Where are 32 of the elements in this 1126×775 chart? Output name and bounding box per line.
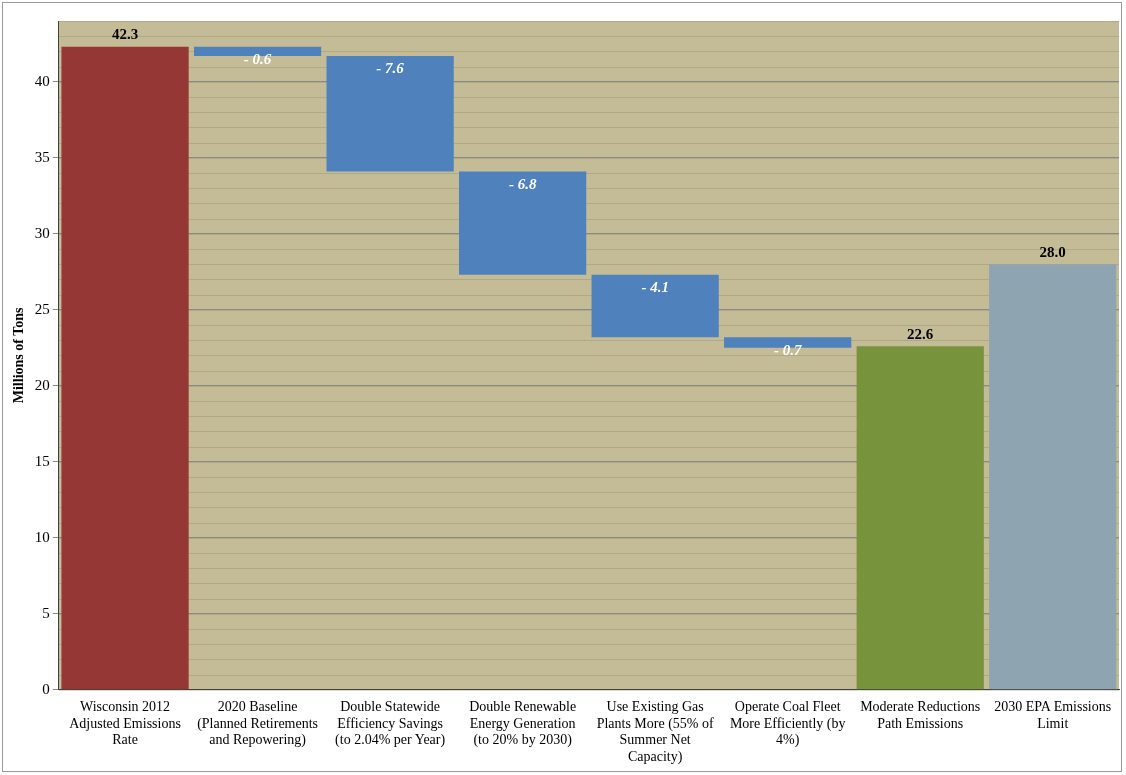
- data-label: - 7.6: [376, 60, 405, 77]
- data-label: - 4.1: [641, 279, 669, 296]
- x-tick-label: Wisconsin 2012 Adjusted Emissions Rate: [69, 698, 181, 748]
- y-tick-label: 30: [34, 224, 50, 241]
- x-tick-label: Use Existing Gas Plants More (55% of Summer Net Capacity): [596, 698, 715, 766]
- bar: [326, 55, 454, 172]
- x-tick-label: Moderate Reductions Path Emissions: [860, 698, 981, 731]
- x-tick-label: 2030 EPA Emissions Limit: [994, 698, 1112, 731]
- y-tick-label: 0: [42, 680, 50, 697]
- x-tick-label: 2020 Baseline (Planned Retirements and Repowering): [197, 698, 319, 749]
- bar: [61, 46, 189, 690]
- x-tick-label: Operate Coal Fleet More Efficiently (by 4%): [729, 698, 846, 749]
- y-tick-label: 10: [34, 528, 50, 545]
- bar: [591, 274, 719, 338]
- bar: [193, 46, 322, 56]
- y-tick-label: 20: [34, 376, 50, 393]
- y-tick-label: 15: [34, 452, 50, 469]
- data-label: 42.3: [111, 26, 139, 43]
- y-tick-label: 5: [42, 604, 50, 621]
- y-tick-label: 25: [34, 300, 50, 317]
- y-tick-label: 35: [34, 148, 50, 165]
- y-axis-title: Millions of Tons: [11, 307, 27, 404]
- bar: [459, 171, 587, 275]
- bar: [989, 264, 1117, 690]
- y-tick-label: 40: [34, 72, 50, 89]
- data-label: 22.6: [907, 325, 934, 342]
- x-tick-label: Double Statewide Efficiency Savings (to 2.04% per Year): [335, 698, 446, 749]
- data-label: - 0.6: [243, 51, 272, 68]
- data-label: - 6.8: [508, 175, 537, 192]
- x-tick-label: Double Renewable Energy Generation (to 20% by 2030): [469, 698, 577, 749]
- bar: [856, 346, 984, 690]
- data-label: 28.0: [1039, 243, 1066, 260]
